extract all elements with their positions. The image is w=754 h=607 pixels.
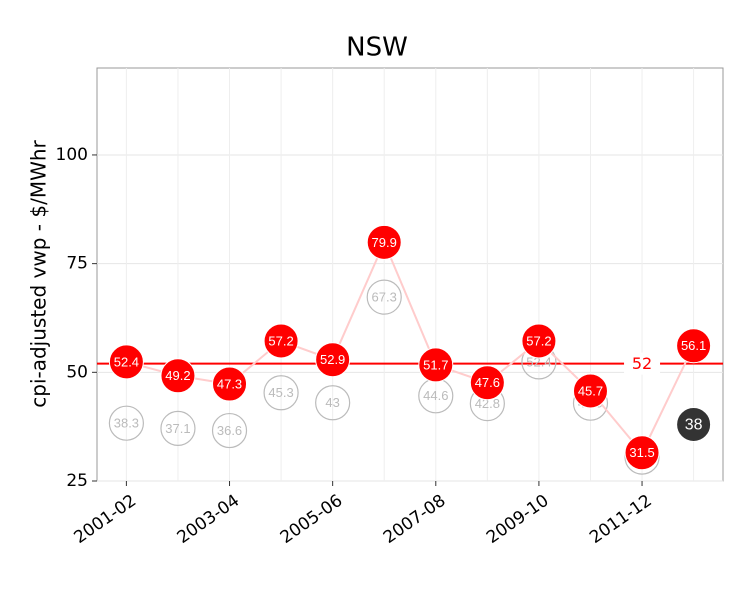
point (469, 365, 505, 401)
data-label: 36.6 (217, 423, 242, 438)
y-tick-label: 100 (56, 145, 88, 165)
data-label: 31.5 (629, 445, 654, 460)
data-label: 45.3 (268, 385, 293, 400)
point (572, 373, 608, 409)
point (676, 406, 712, 442)
data-label: 43 (325, 395, 339, 410)
x-tick-label: 2007-08 (380, 491, 450, 548)
chart-title: NSW (346, 33, 408, 63)
y-tick-label: 50 (66, 362, 88, 382)
point (263, 375, 299, 411)
data-label: 57.2 (526, 333, 551, 348)
data-label: 52.4 (526, 354, 551, 369)
point (521, 323, 557, 359)
x-tick-label: 2005-06 (277, 491, 347, 548)
point (315, 385, 351, 421)
point (624, 435, 660, 471)
x-tick-label: 2003-04 (174, 491, 244, 548)
data-label: 45.7 (578, 383, 603, 398)
data-label: 38.3 (114, 416, 139, 431)
data-label: 51.7 (423, 357, 448, 372)
x-tick-label: 2011-12 (586, 491, 656, 548)
data-label: 49.2 (165, 368, 190, 383)
point (108, 344, 144, 380)
reference-label-box (624, 352, 661, 375)
data-label: 52.9 (320, 352, 345, 367)
point (366, 279, 402, 315)
plot-panel (96, 67, 724, 482)
data-label: 56.1 (681, 338, 706, 353)
point (315, 342, 351, 378)
y-tick-label: 75 (66, 254, 88, 274)
point (263, 323, 299, 359)
data-label: 42.8 (475, 396, 500, 411)
data-label: 67.3 (372, 290, 397, 305)
data-label: 47.3 (217, 376, 242, 391)
data-label: 52.4 (114, 354, 139, 369)
data-label: 79.9 (372, 235, 397, 250)
y-axis-label: cpi-adjusted vwp - $/MWhr (27, 139, 51, 407)
point (160, 410, 196, 446)
point (676, 328, 712, 364)
data-label: 37.1 (165, 421, 190, 436)
data-label: 47.6 (475, 375, 500, 390)
y-tick-label: 25 (66, 471, 88, 491)
point (160, 358, 196, 394)
point (211, 412, 248, 449)
data-label: 57.2 (268, 333, 293, 348)
point (366, 224, 402, 260)
x-tick-label: 2009-10 (483, 491, 553, 548)
reference-label: 52 (632, 354, 652, 373)
data-label: 38 (685, 417, 703, 434)
point (418, 347, 454, 383)
point (108, 405, 144, 441)
x-tick-label: 2001-02 (70, 491, 140, 548)
data-label: 44.6 (423, 388, 448, 403)
point (212, 366, 248, 402)
